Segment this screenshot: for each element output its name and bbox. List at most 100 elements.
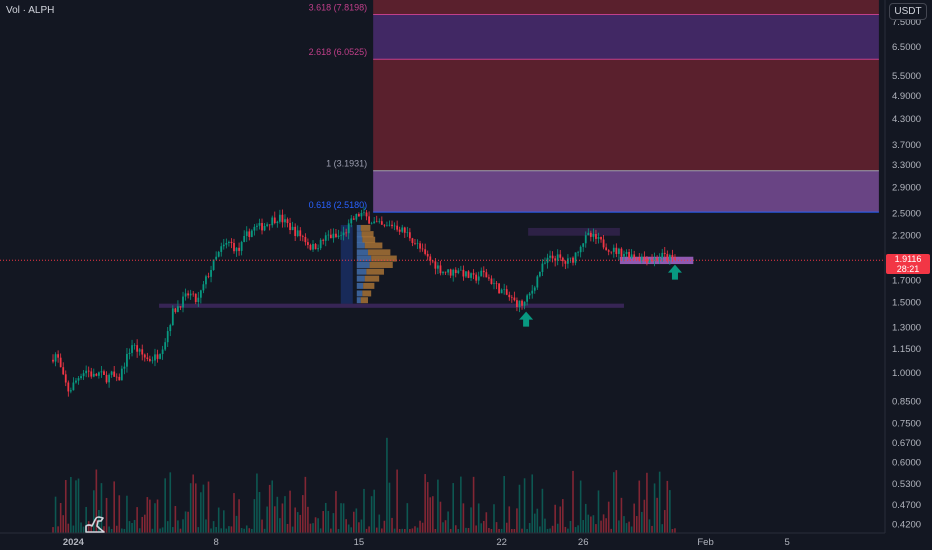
candle-body: [651, 259, 653, 262]
volume-bar: [207, 481, 210, 533]
candle-body: [538, 271, 541, 277]
volume-bar: [480, 523, 483, 533]
candle-body: [171, 308, 174, 326]
fib-zone: [373, 14, 879, 60]
volume-bar: [210, 528, 212, 533]
candle-body: [439, 265, 442, 274]
volume-bar: [192, 474, 195, 533]
price-tick-label: 1.1500: [892, 344, 921, 355]
candle-body: [674, 257, 676, 260]
time-axis[interactable]: 2024 8 15 22 26 Feb 5: [0, 532, 932, 550]
volume-bar: [388, 482, 391, 533]
volume-bar: [602, 514, 605, 533]
candle-body: [108, 374, 110, 383]
volume-bar: [174, 506, 177, 533]
volume-bar: [590, 516, 592, 533]
volume-bar: [182, 519, 184, 533]
candle-body: [136, 345, 139, 352]
volume-bar: [159, 528, 161, 533]
candle-body: [630, 254, 633, 259]
candle-body: [472, 273, 475, 275]
candle-body: [197, 297, 200, 303]
candle-body: [388, 224, 391, 226]
volume-bar: [546, 528, 549, 533]
time-tick-label: 5: [784, 537, 789, 548]
volume-bar: [233, 493, 235, 533]
volume-bar: [592, 515, 595, 533]
volume-bar: [618, 520, 620, 533]
candle-body: [199, 290, 202, 298]
candle-body: [281, 214, 284, 223]
candle-body: [217, 251, 220, 257]
volume-bar: [628, 521, 630, 533]
volume-profile-down: [371, 255, 397, 262]
candle-body: [164, 342, 167, 350]
tradingview-logo-icon[interactable]: [84, 514, 106, 534]
candle-body: [587, 232, 590, 236]
candle-body: [345, 232, 348, 234]
volume-profile-down: [366, 268, 384, 275]
candle-body: [467, 271, 470, 278]
candle-body: [605, 247, 608, 251]
candle-body: [597, 236, 600, 239]
volume-bar: [562, 499, 564, 533]
candle-body: [123, 366, 126, 369]
candle-body: [273, 217, 276, 224]
candle-body: [250, 230, 253, 237]
volume-bar: [643, 499, 646, 533]
volume-bar: [454, 525, 457, 533]
candle-body: [549, 255, 551, 258]
volume-bar: [482, 520, 485, 533]
candle-body: [589, 232, 592, 237]
candle-body: [138, 349, 141, 352]
candle-body: [480, 270, 483, 277]
candle-body: [579, 246, 582, 253]
volume-bar: [633, 503, 635, 533]
candle-body: [115, 376, 118, 378]
candle-body: [610, 251, 613, 253]
price-axis[interactable]: 7.5000 6.5000 5.5000 4.9000 4.3000 3.7000 3.30…: [884, 0, 932, 550]
price-tick-label: 5.5000: [892, 71, 921, 82]
candle-body: [658, 258, 661, 261]
volume-bar: [584, 503, 587, 533]
volume-bar: [202, 484, 205, 533]
volume-bar: [648, 519, 651, 533]
volume-bar: [620, 497, 623, 533]
volume-bar: [403, 528, 406, 533]
candle-body: [365, 212, 368, 217]
volume-bar: [424, 474, 426, 533]
volume-bar: [477, 503, 480, 533]
candle-body: [556, 254, 559, 261]
candle-body: [635, 257, 638, 259]
volume-bar: [488, 528, 490, 533]
candle-body: [363, 212, 365, 214]
candle-body: [569, 257, 572, 259]
volume-bar: [70, 476, 72, 533]
volume-bar: [426, 482, 429, 533]
volume-bar: [82, 526, 85, 533]
volume-bar: [444, 520, 447, 533]
candle-body: [329, 234, 332, 239]
currency-badge[interactable]: USDT: [889, 3, 927, 20]
buy-arrow-icon: [519, 311, 534, 327]
volume-bar: [350, 527, 353, 533]
candle-body: [541, 263, 544, 272]
candle-body: [620, 248, 623, 257]
volume-bar: [245, 525, 248, 533]
volume-bar: [490, 528, 493, 533]
candle-body: [205, 276, 207, 285]
candle-body: [284, 219, 286, 223]
candle-body: [156, 354, 159, 359]
volume-bar: [447, 511, 449, 533]
candle-body: [357, 214, 360, 217]
candle-body: [72, 382, 75, 391]
volume-bar: [475, 525, 477, 533]
time-tick-label: Feb: [697, 537, 713, 548]
volume-bar: [533, 513, 536, 533]
candle-body: [559, 254, 562, 258]
volume-bar: [273, 506, 276, 533]
volume-bar: [228, 526, 230, 533]
volume-profile-down: [367, 249, 391, 256]
candle-body: [261, 223, 263, 231]
